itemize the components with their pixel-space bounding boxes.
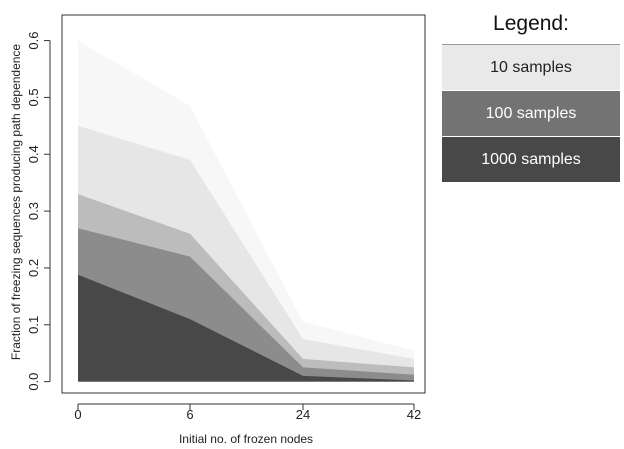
- area-band-5: [78, 274, 414, 382]
- x-axis-label: Initial no. of frozen nodes: [179, 432, 313, 446]
- legend-item-100-samples: 100 samples: [442, 91, 620, 136]
- y-axis-label: Fraction of freezing sequences producing…: [9, 44, 23, 361]
- axes: 0 6 24 42 0.0 0.1 0.2 0.3 0.4 0.5 0.6: [26, 32, 421, 422]
- x-tick-label: 24: [296, 407, 310, 422]
- chart-plot: 0 6 24 42 0.0 0.1 0.2 0.3 0.4 0.5 0.6 Initial no. …: [9, 14, 426, 446]
- area-bands: [78, 40, 414, 382]
- y-tick-label: 0.3: [26, 202, 41, 220]
- x-tick-label: 42: [407, 407, 421, 422]
- legend-item-10-samples: 10 samples: [442, 44, 620, 90]
- y-tick-label: 0.1: [26, 316, 41, 334]
- plot-frame: [61, 14, 426, 394]
- legend: Legend: 10 samples 100 samples 1000 samp…: [442, 10, 620, 183]
- y-tick-label: 0.6: [26, 32, 41, 50]
- legend-item-1000-samples: 1000 samples: [442, 137, 620, 182]
- y-tick-label: 0.4: [26, 145, 41, 163]
- legend-title: Legend:: [493, 12, 569, 35]
- y-tick-label: 0.5: [26, 88, 41, 106]
- y-tick-label: 0.2: [26, 259, 41, 277]
- x-tick-label: 6: [186, 407, 193, 422]
- x-tick-label: 0: [74, 407, 81, 422]
- y-tick-label: 0.0: [26, 373, 41, 391]
